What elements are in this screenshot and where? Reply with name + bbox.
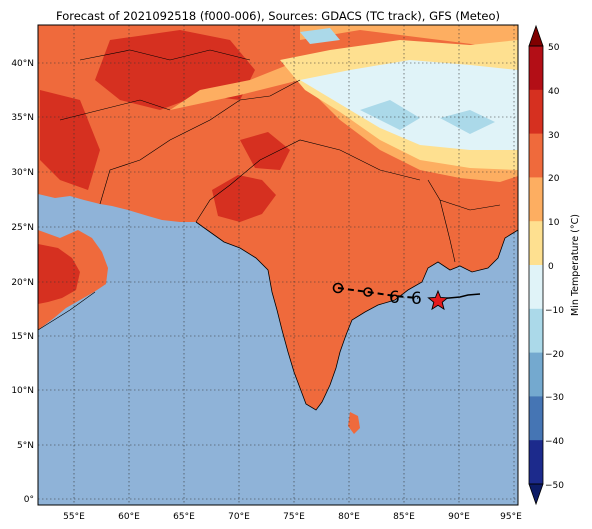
colorbar-frame (528, 45, 544, 485)
cold-patch-1 (360, 100, 420, 130)
colorbar-label: Min Temperature (°C) (570, 214, 581, 316)
cbar-tick-neg50: −50 (545, 481, 564, 491)
graticule (38, 25, 518, 505)
lon-tick-90: 90°E (448, 512, 470, 522)
lat-tick-25: 25°N (11, 223, 34, 233)
lon-tick-55: 55°E (63, 512, 85, 522)
track-line-forecast (337, 287, 419, 299)
colorbar-band (529, 89, 543, 135)
lat-tick-5: 5°N (17, 441, 34, 451)
tropical-storm-icon-1: 6 (389, 288, 400, 308)
cool-band-2 (300, 25, 518, 50)
lat-tick-20: 20°N (11, 278, 34, 288)
lat-tick-0: 0° (24, 495, 34, 505)
lon-tick-95: 95°E (500, 512, 522, 522)
map-title: Forecast of 2021092518 (f000-006), Sourc… (56, 9, 500, 23)
lat-tick-30: 30°N (11, 168, 34, 178)
lon-tick-85: 85°E (393, 512, 415, 522)
map-area: 6 6 (38, 25, 518, 505)
colorbar-band (529, 221, 543, 266)
land-sri-lanka (348, 412, 360, 434)
lon-tick-60: 60°E (118, 512, 140, 522)
longitude-labels: 55°E 60°E 65°E 70°E 75°E 80°E 85°E 90°E … (63, 512, 522, 522)
colorbar-arrow-bottom (528, 483, 544, 506)
lon-tick-70: 70°E (228, 512, 250, 522)
track-line-future (437, 293, 481, 300)
colorbar-band (529, 133, 543, 178)
colorbar-arrow-top (528, 24, 544, 47)
hot-region-gangetic (240, 132, 290, 170)
colorbar-band (529, 440, 543, 485)
hot-region-north (95, 30, 255, 110)
colorbar-band (529, 265, 543, 310)
colorbar-band (529, 396, 543, 441)
colorbar-bands (529, 46, 543, 485)
lon-tick-65: 65°E (173, 512, 195, 522)
cbar-tick-neg10: −10 (545, 306, 564, 316)
cbar-tick-neg30: −30 (545, 393, 564, 403)
lat-tick-10: 10°N (11, 386, 34, 396)
colorbar-band (529, 308, 543, 354)
colorbar-band (529, 352, 543, 397)
cbar-tick-neg20: −20 (545, 350, 564, 360)
colorbar-tick-labels: 50 40 30 20 10 0 −10 −20 −30 −40 −50 (545, 43, 564, 491)
cbar-tick-30: 30 (548, 131, 560, 141)
cbar-tick-neg40: −40 (545, 437, 564, 447)
land-arabia-hot (38, 244, 80, 304)
lat-tick-35: 35°N (11, 113, 34, 123)
colorbar-band (529, 177, 543, 222)
lat-tick-15: 15°N (11, 332, 34, 342)
colorbar: 50 40 30 20 10 0 −10 −20 −30 −40 −50 Min… (528, 24, 581, 506)
lon-tick-75: 75°E (283, 512, 305, 522)
cyclone-track: 6 6 (332, 282, 481, 311)
current-position-star-icon (427, 289, 449, 311)
tropical-storm-icon-2: 6 (411, 289, 422, 309)
lat-tick-40: 40°N (11, 59, 34, 69)
coastline-india (195, 221, 518, 411)
map-frame (37, 24, 519, 506)
latitude-labels: 40°N 35°N 30°N 25°N 20°N 15°N 10°N 5°N 0… (11, 59, 34, 505)
track-point-past-2 (363, 287, 373, 297)
country-borders (38, 49, 501, 331)
cold-patch-3 (300, 28, 340, 44)
hot-region-west (40, 90, 100, 190)
colorbar-band (529, 46, 543, 91)
cbar-tick-0: 0 (548, 262, 554, 272)
cbar-tick-20: 20 (548, 174, 560, 184)
cbar-tick-50: 50 (548, 43, 560, 53)
cbar-tick-10: 10 (548, 218, 560, 228)
cbar-tick-40: 40 (548, 87, 560, 97)
lon-tick-80: 80°E (338, 512, 360, 522)
track-point-past-1 (332, 282, 344, 294)
cold-patch-2 (440, 110, 495, 134)
